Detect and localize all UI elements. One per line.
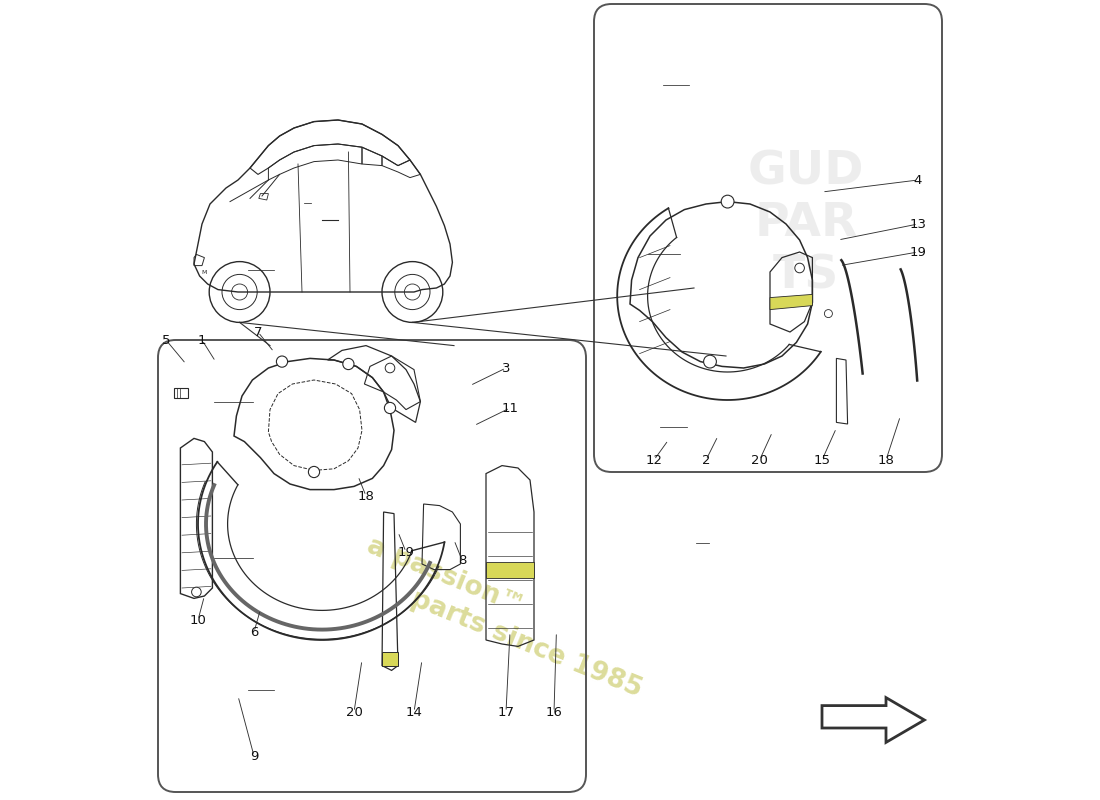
Text: 1: 1: [198, 334, 207, 346]
Text: 5: 5: [162, 334, 170, 346]
Text: 17: 17: [497, 706, 515, 718]
Circle shape: [343, 358, 354, 370]
Circle shape: [824, 310, 833, 318]
Text: 14: 14: [406, 706, 422, 718]
Text: 11: 11: [502, 402, 518, 414]
Polygon shape: [486, 562, 534, 578]
Text: 12: 12: [646, 454, 662, 466]
Text: 19: 19: [910, 246, 926, 258]
Circle shape: [795, 263, 804, 273]
Text: parts since 1985: parts since 1985: [407, 586, 646, 702]
Text: 18: 18: [358, 490, 374, 502]
Text: 8: 8: [458, 554, 466, 566]
Text: 4: 4: [914, 174, 922, 186]
Text: 16: 16: [546, 706, 562, 718]
Text: 13: 13: [910, 218, 926, 230]
Circle shape: [704, 355, 716, 368]
Polygon shape: [770, 294, 813, 310]
Text: 20: 20: [751, 454, 768, 466]
Circle shape: [308, 466, 320, 478]
Text: 6: 6: [250, 626, 258, 638]
Text: 20: 20: [345, 706, 362, 718]
Circle shape: [191, 587, 201, 597]
Text: 10: 10: [189, 614, 207, 626]
Text: M: M: [201, 270, 207, 274]
Circle shape: [385, 363, 395, 373]
Text: 19: 19: [397, 546, 415, 558]
Circle shape: [722, 195, 734, 208]
Text: a passion™: a passion™: [363, 533, 529, 619]
Text: 2: 2: [702, 454, 711, 466]
Circle shape: [276, 356, 287, 367]
Text: 9: 9: [250, 750, 258, 762]
Text: 15: 15: [814, 454, 830, 466]
Polygon shape: [382, 652, 398, 666]
Text: 18: 18: [878, 454, 894, 466]
Text: GUD
PAR
TS: GUD PAR TS: [748, 150, 865, 298]
Text: 7: 7: [254, 326, 262, 338]
Text: 3: 3: [502, 362, 510, 374]
Circle shape: [384, 402, 396, 414]
